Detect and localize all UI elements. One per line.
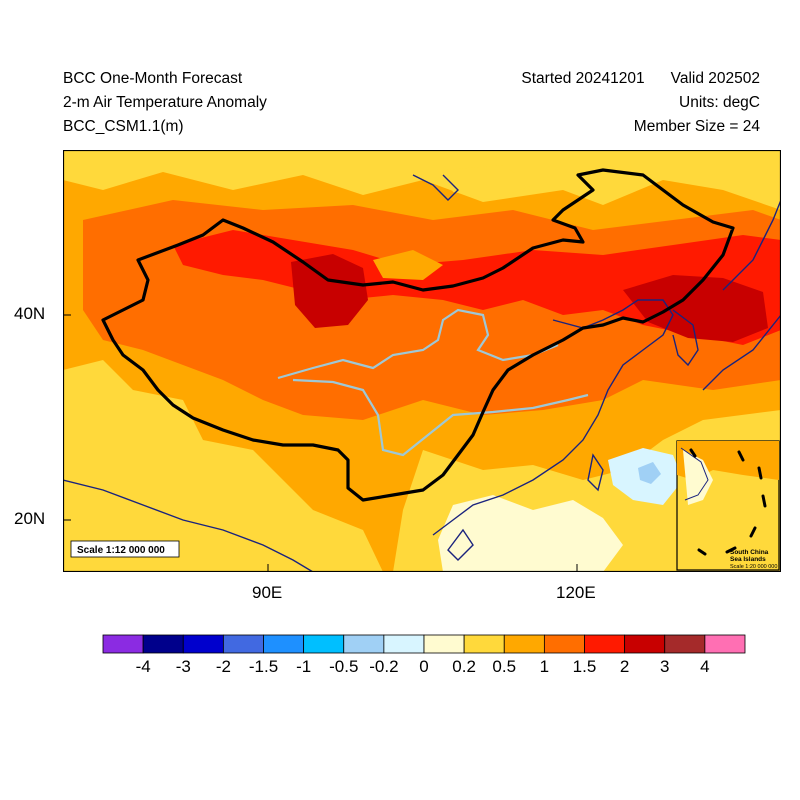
- lon-label-120e: 120E: [556, 583, 596, 602]
- colorbar-box-5: [303, 634, 345, 654]
- colorbar-box-15: [704, 634, 746, 654]
- fill-band-2-3-mongolia: [291, 254, 368, 328]
- coastline-korea: [672, 309, 699, 367]
- colorbar-label: -2: [215, 657, 231, 676]
- inset-title-line2: Sea Islands: [730, 556, 766, 563]
- member-size-label: Member Size = 24: [633, 118, 760, 135]
- fill-band-neg05-neg02: [638, 462, 661, 484]
- coastline-japan: [702, 314, 781, 391]
- lat-label-40n: 40N: [14, 304, 46, 323]
- colorbar-box-1: [142, 634, 184, 654]
- coastline-china-east: [432, 299, 674, 536]
- lon-label-90e: 90E: [252, 583, 283, 602]
- colorbar-box-14: [664, 634, 706, 654]
- lat-label-20n: 20N: [14, 509, 46, 528]
- yangtze-river: [292, 378, 589, 457]
- inset-scale: Scale 1:20 000 000: [730, 564, 777, 570]
- fill-band-05-1-patch: [373, 250, 443, 280]
- dash-3: [757, 466, 763, 480]
- colorbar-box-4: [263, 634, 305, 654]
- scale-note: Scale 1:12 000 000: [77, 545, 165, 556]
- colorbar-box-0: [102, 634, 144, 654]
- fill-band-02-05-south-asia: [63, 360, 383, 572]
- colorbar-label: -1: [296, 657, 312, 676]
- colorbar-label: 1: [539, 657, 550, 676]
- colorbar-label: 0.5: [492, 657, 517, 676]
- colorbar-label: -0.5: [329, 657, 359, 676]
- colorbar-box-7: [383, 634, 425, 654]
- colorbar-label: 2: [619, 657, 630, 676]
- coastline-russia-east: [722, 199, 781, 291]
- dash-2: [737, 450, 745, 462]
- variable-name: 2-m Air Temperature Anomaly: [63, 94, 267, 111]
- fill-band-02-05-patch: [443, 165, 533, 200]
- fill-band-0-02-south-china: [438, 495, 623, 572]
- coastline-hainan: [447, 528, 474, 561]
- anomaly-map: Scale 1:12 000 000 South China Sea Islan…: [63, 150, 781, 572]
- colorbar-box-10: [503, 634, 545, 654]
- colorbar-box-11: [543, 634, 585, 654]
- colorbar-label: 0.2: [452, 657, 476, 676]
- dash-7: [697, 548, 707, 556]
- started-date: Started 20241201: [521, 70, 645, 87]
- yellow-river: [277, 308, 559, 380]
- inset-fill-pale: [683, 450, 713, 505]
- inset-title-line1: South China: [730, 549, 769, 556]
- colorbar-box-2: [182, 634, 224, 654]
- forecast-title: BCC One-Month Forecast: [63, 70, 243, 87]
- colorbar-box-8: [423, 634, 465, 654]
- map-tick-marks: [63, 314, 578, 572]
- dash-5: [749, 526, 757, 538]
- colorbar-label: 1.5: [572, 657, 597, 676]
- map-fill-layers: [63, 150, 781, 572]
- colorbar-box-13: [624, 634, 666, 654]
- colorbar-label: 0: [419, 657, 429, 676]
- inset-nine-dash-line: [689, 448, 767, 556]
- dash-1: [689, 448, 697, 458]
- units-label: Units: degC: [679, 94, 760, 111]
- dash-6: [725, 546, 737, 554]
- colorbar-label: 3: [660, 657, 670, 676]
- rivers: [277, 308, 589, 457]
- coastline-lake-baikal: [412, 174, 459, 201]
- colorbar: [102, 634, 746, 654]
- colorbar-box-9: [463, 634, 505, 654]
- map-frame: [63, 150, 781, 572]
- colorbar-label: -4: [135, 657, 151, 676]
- colorbar-label: 4: [700, 657, 710, 676]
- scale-box: [70, 540, 180, 558]
- colorbar-label: -1.5: [248, 657, 279, 676]
- coastline-taiwan: [587, 453, 604, 492]
- coastlines: [63, 174, 781, 572]
- dash-4: [761, 494, 767, 508]
- china-border: [101, 168, 735, 502]
- colorbar-label: -0.2: [369, 657, 399, 676]
- valid-date: Valid 202502: [670, 70, 760, 87]
- coastline-bay-of-bengal: [63, 479, 314, 572]
- colorbar-box-6: [343, 634, 385, 654]
- colorbar-label: -3: [175, 657, 191, 676]
- colorbar-box-3: [222, 634, 264, 654]
- colorbar-box-12: [584, 634, 626, 654]
- inset-map: South China Sea Islands Scale 1:20 000 0…: [676, 440, 780, 571]
- model-name: BCC_CSM1.1(m): [63, 118, 184, 135]
- fill-band-2-3-northeast: [623, 275, 768, 342]
- date-info: Started 20241201 Valid 202502: [521, 70, 760, 88]
